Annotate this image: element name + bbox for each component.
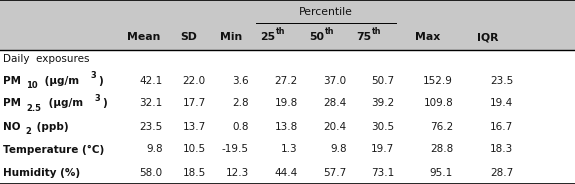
Bar	[0, 0, 575, 50]
Text: th: th	[324, 27, 334, 36]
Bar	[0, 161, 575, 184]
Text: (ppb): (ppb)	[33, 121, 68, 132]
Text: 13.8: 13.8	[275, 121, 298, 132]
Bar	[0, 115, 575, 138]
Text: 28.7: 28.7	[490, 167, 513, 178]
Text: (μg/m: (μg/m	[45, 98, 83, 109]
Bar	[0, 138, 575, 161]
Text: PM: PM	[3, 75, 21, 86]
Text: Max: Max	[415, 32, 440, 42]
Text: Temperature (°C): Temperature (°C)	[3, 144, 104, 155]
Text: Min: Min	[220, 32, 243, 42]
Text: Mean: Mean	[127, 32, 160, 42]
Text: 17.7: 17.7	[183, 98, 206, 109]
Text: 16.7: 16.7	[490, 121, 513, 132]
Text: 9.8: 9.8	[330, 144, 347, 155]
Text: 9.8: 9.8	[146, 144, 163, 155]
Text: th: th	[373, 27, 382, 36]
Text: 50.7: 50.7	[371, 75, 394, 86]
Text: 1.3: 1.3	[281, 144, 298, 155]
Text: 13.7: 13.7	[183, 121, 206, 132]
Text: 28.4: 28.4	[324, 98, 347, 109]
Text: PM: PM	[3, 98, 21, 109]
Text: 39.2: 39.2	[371, 98, 394, 109]
Text: 58.0: 58.0	[140, 167, 163, 178]
Text: 3: 3	[95, 94, 101, 103]
Text: 57.7: 57.7	[324, 167, 347, 178]
Text: 73.1: 73.1	[371, 167, 394, 178]
Bar	[0, 50, 575, 69]
Bar	[0, 69, 575, 92]
Text: 3.6: 3.6	[232, 75, 249, 86]
Text: 50: 50	[309, 32, 324, 42]
Text: 18.3: 18.3	[490, 144, 513, 155]
Text: 23.5: 23.5	[140, 121, 163, 132]
Text: 75: 75	[356, 32, 371, 42]
Text: 2: 2	[25, 127, 31, 136]
Text: 152.9: 152.9	[423, 75, 453, 86]
Text: 95.1: 95.1	[430, 167, 453, 178]
Text: 109.8: 109.8	[423, 98, 453, 109]
Text: (μg/m: (μg/m	[41, 75, 79, 86]
Text: ): )	[102, 98, 107, 109]
Text: 2.8: 2.8	[232, 98, 249, 109]
Text: 10.5: 10.5	[183, 144, 206, 155]
Text: 0.8: 0.8	[232, 121, 249, 132]
Text: 25: 25	[260, 32, 275, 42]
Text: 76.2: 76.2	[430, 121, 453, 132]
Text: Percentile: Percentile	[299, 7, 352, 17]
Text: 37.0: 37.0	[324, 75, 347, 86]
Text: ): )	[98, 75, 102, 86]
Text: 3: 3	[90, 71, 96, 80]
Text: 12.3: 12.3	[226, 167, 249, 178]
Text: 19.7: 19.7	[371, 144, 394, 155]
Text: 22.0: 22.0	[183, 75, 206, 86]
Text: NO: NO	[3, 121, 20, 132]
Text: 27.2: 27.2	[275, 75, 298, 86]
Text: 20.4: 20.4	[324, 121, 347, 132]
Text: SD: SD	[180, 32, 197, 42]
Text: -19.5: -19.5	[222, 144, 249, 155]
Text: Daily  exposures: Daily exposures	[3, 54, 89, 64]
Text: 32.1: 32.1	[140, 98, 163, 109]
Text: 30.5: 30.5	[371, 121, 394, 132]
Text: 23.5: 23.5	[490, 75, 513, 86]
Text: 2.5: 2.5	[26, 104, 41, 113]
Text: 19.8: 19.8	[275, 98, 298, 109]
Bar	[0, 92, 575, 115]
Text: 44.4: 44.4	[275, 167, 298, 178]
Text: 18.5: 18.5	[183, 167, 206, 178]
Text: 10: 10	[26, 81, 38, 90]
Text: th: th	[276, 27, 285, 36]
Text: IQR: IQR	[477, 32, 498, 42]
Text: Humidity (%): Humidity (%)	[3, 167, 80, 178]
Text: 42.1: 42.1	[140, 75, 163, 86]
Text: 28.8: 28.8	[430, 144, 453, 155]
Text: 19.4: 19.4	[490, 98, 513, 109]
